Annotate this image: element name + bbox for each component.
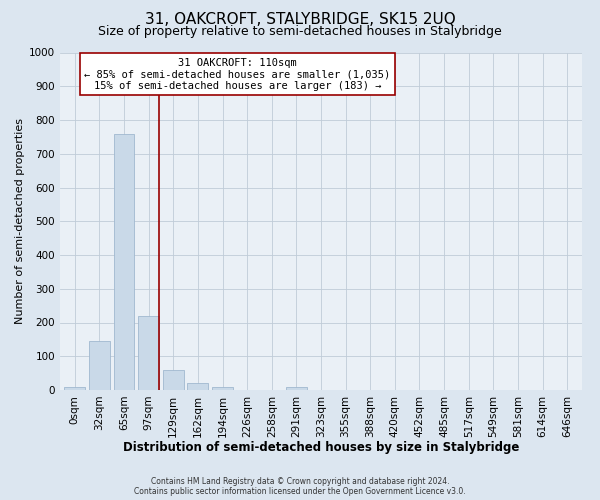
Bar: [64, 388, 85, 390]
Bar: [89, 341, 110, 390]
Text: 31 OAKCROFT: 110sqm
← 85% of semi-detached houses are smaller (1,035)
15% of sem: 31 OAKCROFT: 110sqm ← 85% of semi-detach…: [85, 58, 391, 91]
Y-axis label: Number of semi-detached properties: Number of semi-detached properties: [15, 118, 25, 324]
Bar: [212, 386, 233, 390]
Bar: [286, 386, 307, 390]
Text: Size of property relative to semi-detached houses in Stalybridge: Size of property relative to semi-detach…: [98, 25, 502, 38]
Bar: [163, 370, 184, 390]
Text: 31, OAKCROFT, STALYBRIDGE, SK15 2UQ: 31, OAKCROFT, STALYBRIDGE, SK15 2UQ: [145, 12, 455, 28]
X-axis label: Distribution of semi-detached houses by size in Stalybridge: Distribution of semi-detached houses by …: [123, 441, 519, 454]
Bar: [113, 134, 134, 390]
Bar: [138, 316, 159, 390]
Text: Contains HM Land Registry data © Crown copyright and database right 2024.
Contai: Contains HM Land Registry data © Crown c…: [134, 476, 466, 496]
Bar: [187, 382, 208, 390]
